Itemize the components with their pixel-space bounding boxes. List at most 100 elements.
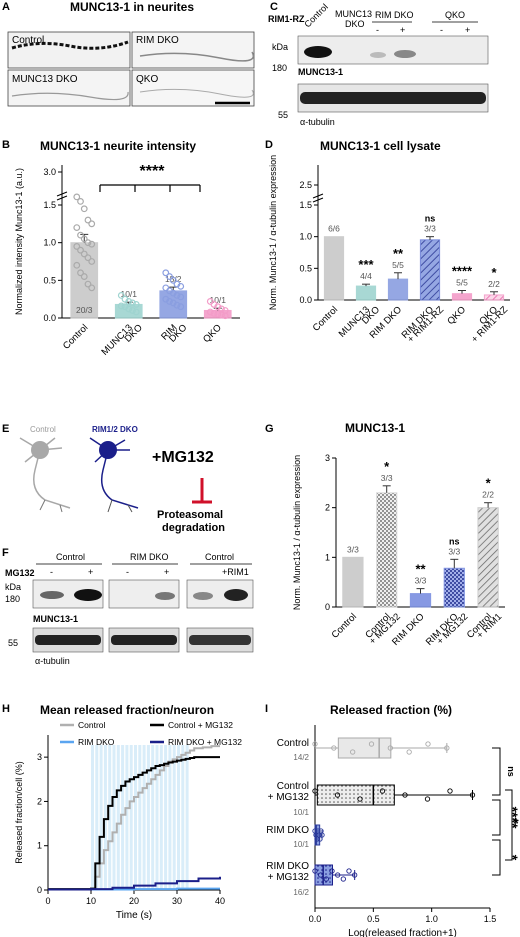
micrograph-control: Control [7,31,131,69]
f-kda: kDa [5,582,21,592]
data-point [77,246,84,254]
box [337,737,392,759]
box-point [335,872,341,878]
stim-stripe [185,745,189,890]
stim-stripe [168,745,172,890]
box-point [317,836,323,842]
pm-4: + [465,25,470,35]
data-point [221,312,229,320]
row-label: Control [277,781,309,792]
micrograph-munc13-dko-label: MUNC13 DKO [12,74,78,85]
data-point [73,243,81,250]
y-axis-label: Norm. Munc13-1 / α-tubulin expression [292,455,302,610]
stim-stripe [103,745,107,890]
n-label: 6/6 [328,224,340,234]
y-tick-label: 2.5 [299,180,312,190]
kda-label: kDa [272,42,288,52]
sig-bracket [492,747,501,796]
data-point [162,269,170,277]
n-label: 3/3 [424,224,436,234]
y-tick-label: 0.0 [299,295,312,305]
data-point [73,193,81,201]
row-label: + MG132 [268,872,310,883]
n-label: 15/2 [165,274,182,284]
row-label: RIM DKO [266,825,309,836]
box-point [368,741,375,747]
panel-g-title: MUNC13-1 [345,421,405,435]
n-label: 10/1 [209,295,226,305]
category-label: QKO [445,304,468,327]
panel-a: A MUNC13-1 in neurites Control RIM DKO M… [2,0,255,107]
box-point [402,792,408,798]
micrograph-control-label: Control [12,35,44,46]
data-point [206,308,214,316]
bar-0 [70,242,99,319]
stim-stripe [125,745,129,890]
n-label: 5/5 [456,278,468,288]
stim-stripe [91,745,95,890]
stim-stripe [121,745,125,890]
effect-line2: degradation [162,522,225,534]
neuron-control-label: Control [30,425,56,434]
box-point [447,788,453,794]
micrograph-qko: QKO [131,69,255,107]
x-tick-label: 10 [86,896,96,906]
axis-break [56,191,68,201]
box-point [469,792,476,798]
data-point [129,307,136,314]
x-tick-label: 0.5 [367,914,380,924]
rim1-rz-label: RIM1-RZ [268,14,305,24]
box-point [425,741,431,747]
stim-stripe [172,745,176,890]
stim-stripe [181,745,185,890]
sig-label: ns [506,766,516,777]
micrograph-rim-dko-label: RIM DKO [136,35,179,46]
stim-stripe [95,745,99,890]
panel-b-letter: B [2,139,10,151]
data-point [173,301,181,309]
n-label: 5/5 [392,260,404,270]
y-tick-label: 1.0 [299,232,312,242]
n-label: 16/2 [293,888,309,897]
box-point [312,741,318,747]
series-line-3 [48,876,221,891]
x-tick-label: 0.0 [309,914,322,924]
x-axis-label: Time (s) [116,910,152,921]
series-line-0 [48,745,220,891]
box-point [331,745,337,751]
data-point [117,302,125,310]
panel-e-letter: E [2,423,9,435]
legend-label: RIM DKO [78,737,115,747]
row-label: Control [277,738,309,749]
group-control-2: Control [205,552,234,562]
panel-i-title: Released fraction (%) [330,703,452,717]
y-tick-label: 1 [37,841,42,851]
data-point [166,298,173,305]
sig-bracket [492,799,501,836]
data-point [162,284,170,292]
y-tick-label: 1.5 [299,200,312,210]
box-point [314,836,320,842]
data-point [84,216,92,224]
n-label: 14/2 [293,753,309,762]
stim-stripe [134,745,138,890]
stim-stripe [177,745,181,890]
data-point [117,292,125,299]
panel-c-letter: C [270,1,278,13]
legend-label: Control + MG132 [168,720,233,730]
axis-break [312,193,324,203]
n-label: 10/1 [293,840,309,849]
y-tick-label: 3 [325,453,330,463]
panel-f-letter: F [2,547,9,559]
series-line-1 [48,756,220,891]
panel-g: G MUNC13-1 Norm. Munc13-1 / α-tubulin ex… [265,421,505,648]
y-tick-label: 0.5 [299,263,312,273]
bar-0 [323,236,345,301]
mg132-label: +MG132 [152,449,214,466]
n-label: 2/2 [488,279,500,289]
data-point [88,220,96,228]
micrograph-qko-label: QKO [136,74,158,85]
sig-bracket [492,839,501,876]
marker-55: 55 [278,110,288,120]
